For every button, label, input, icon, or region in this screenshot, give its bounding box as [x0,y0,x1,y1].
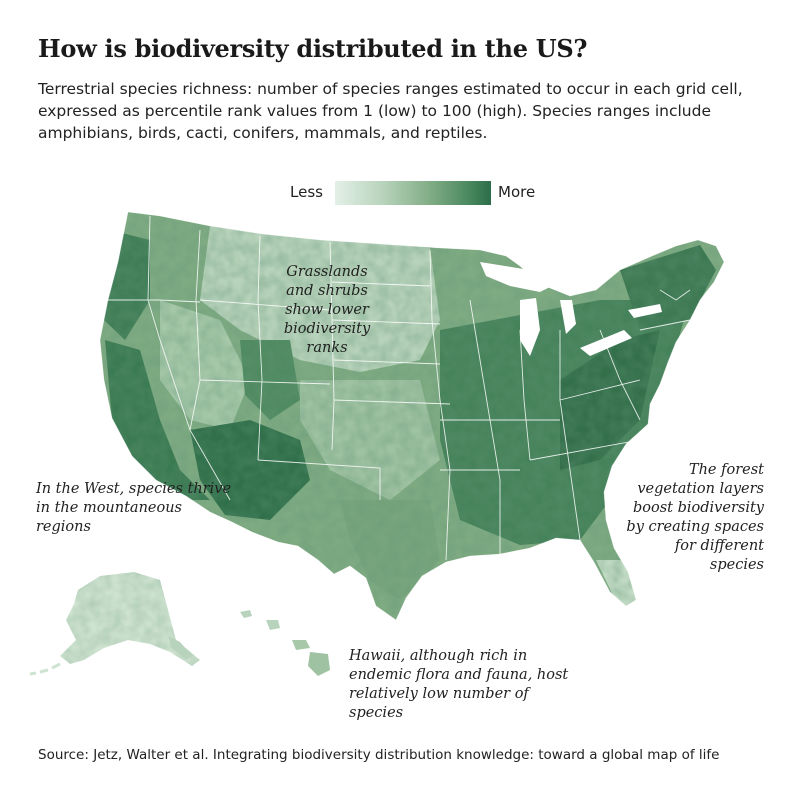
alaska [29,572,200,676]
annotation-hawaii: Hawaii, although rich in endemic flora a… [349,648,569,721]
hawaii-island-oahu [266,620,280,630]
page-title: How is biodiversity distributed in the U… [38,34,588,63]
hawaii-island-kauai [240,610,252,618]
legend-low-label: Less [290,183,323,201]
color-legend: Less More [0,181,800,205]
alaska-southeast [168,636,192,660]
hawaii-island-maui [292,640,310,650]
subtitle: Terrestrial species richness: number of … [38,80,743,142]
state-borders [104,215,691,561]
great-lakes [480,262,662,356]
alaska-texture [60,572,200,666]
contiguous-us [99,211,725,621]
hawaii [240,610,330,676]
annotation-west: In the West, species thrive in the mount… [36,481,232,535]
annotation-grasslands: Grasslands and shrubs show lower biodive… [283,264,371,356]
legend-high-label: More [498,183,536,201]
hawaii-island-big [308,652,330,676]
legend-gradient-bar [335,181,491,205]
annotation-forest: The forest vegetation layers boost biodi… [626,462,764,573]
aleutian-islands [29,662,61,676]
source-note: Source: Jetz, Walter et al. Integrating … [38,747,720,763]
